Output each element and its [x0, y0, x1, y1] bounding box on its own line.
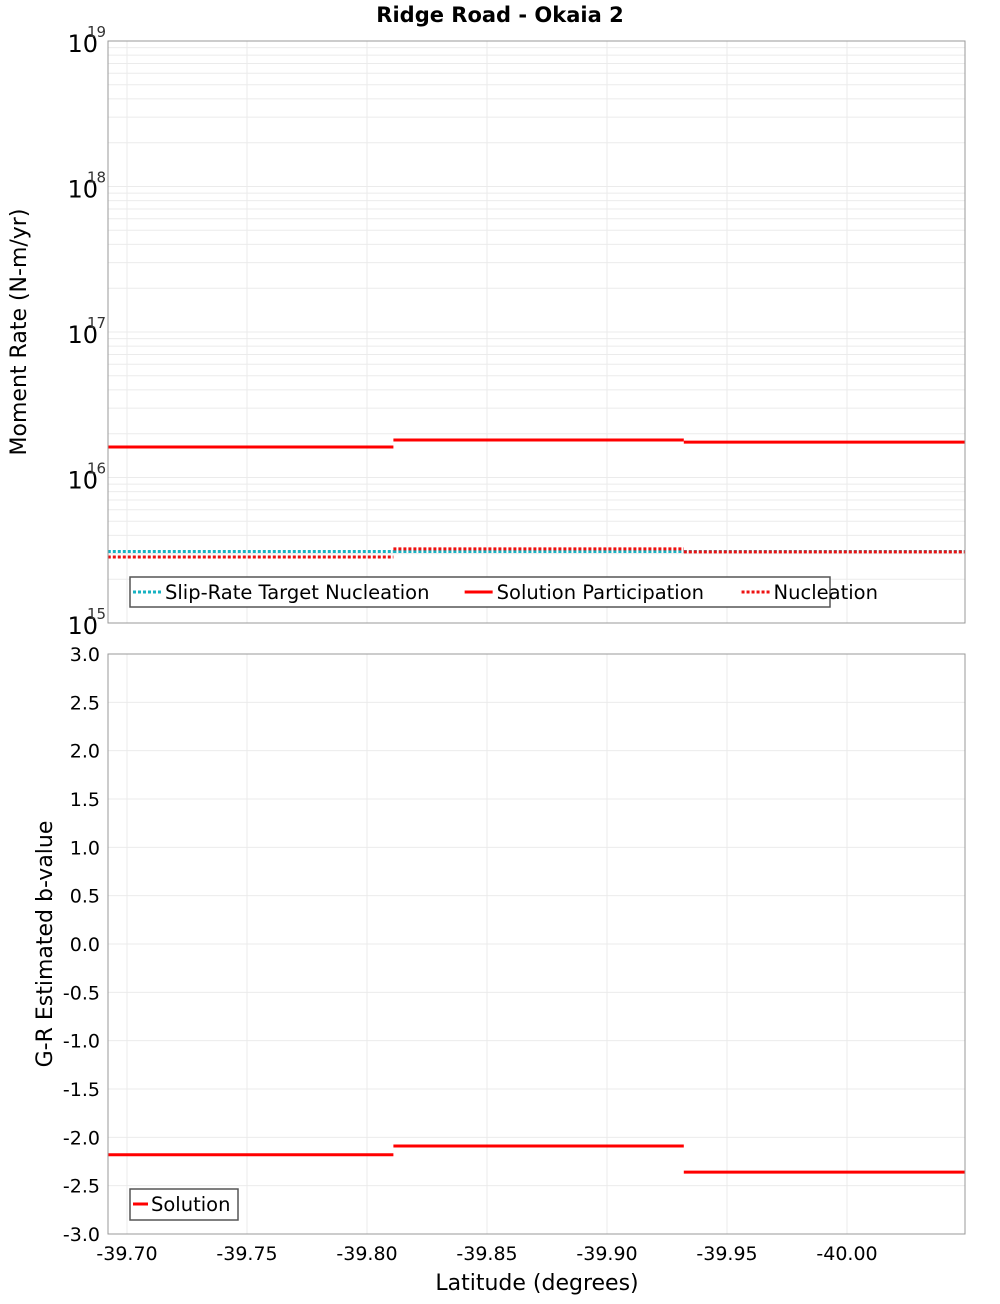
- x-tick-label: -39.70: [96, 1243, 157, 1265]
- svg-text:19: 19: [87, 23, 106, 41]
- svg-text:18: 18: [87, 169, 106, 187]
- x-tick-label: -40.00: [816, 1243, 877, 1265]
- x-tick-label: -39.80: [336, 1243, 397, 1265]
- y-tick-label: 1018: [67, 169, 106, 204]
- y-tick-label: 1.5: [70, 789, 100, 811]
- x-tick-labels: -39.70 -39.75 -39.80 -39.85 -39.90 -39.95 -40.…: [96, 1243, 877, 1265]
- top-gridlines: [108, 41, 965, 623]
- y-tick-label: -2.5: [63, 1176, 100, 1198]
- legend-label: Slip-Rate Target Nucleation: [165, 581, 429, 604]
- bottom-legend: Solution: [130, 1189, 238, 1220]
- y-tick-label: 2.5: [70, 692, 100, 714]
- bottom-series-lines: [108, 1146, 965, 1172]
- y-tick-label: -2.0: [63, 1127, 100, 1149]
- top-y-tick-labels: 1015 1016 1017 1018 1019: [67, 23, 106, 640]
- x-tick-label: -39.95: [696, 1243, 757, 1265]
- x-tick-label: -39.90: [576, 1243, 637, 1265]
- y-tick-label: 0.5: [70, 886, 100, 908]
- svg-text:17: 17: [87, 314, 106, 332]
- y-tick-label: 1015: [67, 605, 106, 640]
- b-value-panel: 3.0 2.5 2.0 1.5 1.0 0.5 0.0 -0.5 -1.0 -1.5 -2.0 -2.…: [33, 644, 965, 1296]
- moment-rate-panel: 1015 1016 1017 1018 1019 Moment Rate (N-m/yr…: [7, 23, 965, 640]
- y-tick-label: -0.5: [63, 982, 100, 1004]
- svg-text:16: 16: [87, 460, 106, 478]
- bottom-y-axis-label: G-R Estimated b-value: [33, 821, 58, 1068]
- legend-label: Nucleation: [774, 581, 878, 604]
- legend-item: Slip-Rate Target Nucleation: [133, 581, 429, 604]
- x-tick-label: -39.85: [456, 1243, 517, 1265]
- y-tick-label: 2.0: [70, 741, 100, 763]
- y-tick-label: -1.5: [63, 1079, 100, 1101]
- chart-canvas: Ridge Road - Okaia 2 1015101610171018101…: [0, 0, 1000, 1300]
- bottom-y-tick-labels: 3.0 2.5 2.0 1.5 1.0 0.5 0.0 -0.5 -1.0 -1.5 -2.0 -2.…: [63, 644, 100, 1246]
- svg-text:15: 15: [87, 605, 106, 623]
- top-series-lines: [108, 440, 965, 557]
- y-tick-label: 3.0: [70, 644, 100, 666]
- y-tick-label: 0.0: [70, 934, 100, 956]
- y-tick-label: 1.0: [70, 837, 100, 859]
- legend-label: Solution: [151, 1193, 230, 1216]
- y-tick-label: -1.0: [63, 1031, 100, 1053]
- x-axis-label: Latitude (degrees): [435, 1271, 638, 1296]
- legend-item: Solution Participation: [465, 581, 704, 604]
- chart-title: Ridge Road - Okaia 2: [376, 3, 623, 27]
- y-tick-label: 1017: [67, 314, 106, 349]
- y-tick-label: 1016: [67, 460, 106, 495]
- chart-figure: Ridge Road - Okaia 2 1015101610171018101…: [0, 0, 1000, 1300]
- y-tick-label: 1019: [67, 23, 106, 58]
- top-y-axis-label: Moment Rate (N-m/yr): [7, 209, 32, 456]
- y-tick-label: -3.0: [63, 1224, 100, 1246]
- top-legend: Slip-Rate Target Nucleation Solution Part…: [130, 577, 878, 607]
- x-tick-label: -39.75: [216, 1243, 277, 1265]
- legend-label: Solution Participation: [497, 581, 704, 604]
